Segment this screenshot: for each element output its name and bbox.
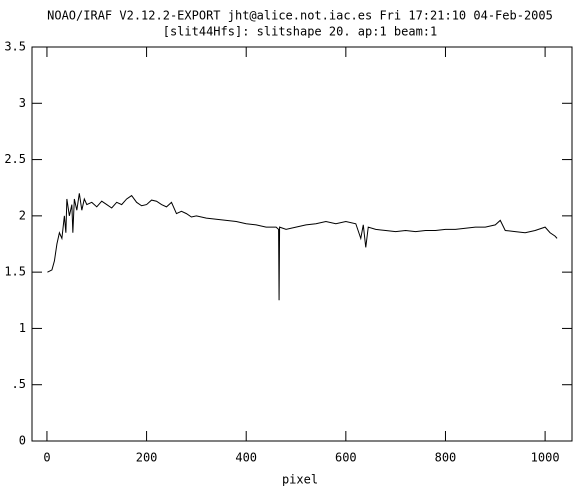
x-tick-label: 400 (235, 451, 257, 465)
y-tick-label: 3.5 (4, 40, 26, 54)
y-tick-label: .5 (12, 377, 26, 391)
x-axis-label: pixel (282, 473, 318, 487)
y-tick-label: 1 (19, 321, 26, 335)
chart-title: NOAO/IRAF V2.12.2-EXPORT jht@alice.not.i… (47, 9, 553, 23)
y-tick-label: 0 (19, 434, 26, 448)
plot-frame (31, 46, 573, 442)
y-tick-label: 2.5 (4, 152, 26, 166)
x-tick-label: 0 (43, 451, 50, 465)
x-tick-label: 600 (335, 451, 357, 465)
y-tick-label: 3 (19, 96, 26, 110)
y-tick-label: 2 (19, 208, 26, 222)
x-tick-label: 200 (136, 451, 158, 465)
data-line (47, 193, 558, 301)
x-tick-label: 800 (435, 451, 457, 465)
x-tick-label: 1000 (531, 451, 560, 465)
y-tick-label: 1.5 (4, 265, 26, 279)
chart-subtitle: [slit44Hfs]: slitshape 20. ap:1 beam:1 (163, 25, 438, 39)
